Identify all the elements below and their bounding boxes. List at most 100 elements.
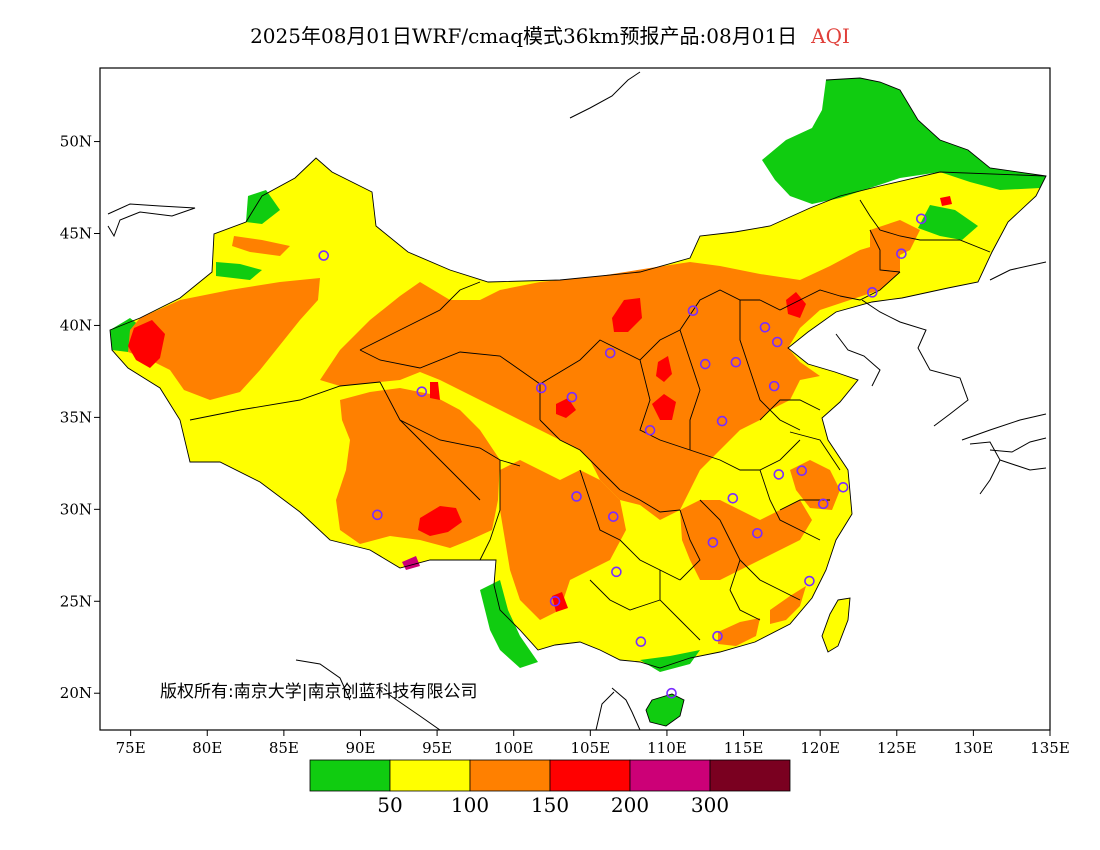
lon-tick-80E: 80E	[192, 739, 222, 757]
city-marker	[730, 356, 742, 368]
legend-swatch	[629, 759, 711, 792]
region-aqi-150-200-hebei	[786, 292, 806, 318]
region-aqi-100-150-central	[320, 244, 900, 520]
city-marker	[915, 213, 927, 225]
lat-tick-50N: 50N	[60, 133, 92, 151]
region-aqi-150-200-gansu	[556, 398, 576, 418]
city-marker	[644, 424, 656, 436]
city-marker	[817, 498, 829, 510]
legend-label-150: 150	[531, 793, 569, 817]
lon-tick-75E: 75E	[116, 739, 146, 757]
region-aqi-100-150-guangdong	[718, 618, 760, 646]
region-aqi-150-200-heilongjiang	[940, 196, 952, 206]
legend-label-200: 200	[611, 793, 649, 817]
lat-tick-25N: 25N	[60, 592, 92, 610]
region-aqi-0-50-altai	[246, 190, 280, 224]
lon-tick-130E: 130E	[954, 739, 994, 757]
city-marker	[608, 511, 619, 522]
region-aqi-50-100-taiwan	[822, 598, 850, 652]
color-legend: 50 100 150 200 300	[309, 759, 791, 817]
city-markers	[318, 213, 927, 699]
map-title: 2025年08月01日WRF/cmaq模式36km预报产品:08月01日 AQI	[0, 20, 1100, 49]
city-marker	[611, 566, 622, 578]
lat-tick-labels: 20N 25N 30N 35N 40N 45N 50N	[60, 133, 100, 702]
city-marker	[804, 575, 815, 587]
region-aqi-0-50-hainan	[646, 694, 684, 726]
city-marker	[571, 491, 582, 502]
lon-tick-110E: 110E	[647, 739, 687, 757]
city-marker	[759, 321, 771, 333]
lat-tick-45N: 45N	[60, 225, 92, 243]
lon-tick-120E: 120E	[800, 739, 840, 757]
city-marker	[699, 358, 711, 370]
city-marker	[716, 415, 728, 427]
lon-tick-85E: 85E	[269, 739, 299, 757]
legend-swatch	[389, 759, 471, 792]
city-marker	[566, 391, 578, 403]
legend-swatch	[549, 759, 631, 792]
coastlines	[107, 71, 1047, 730]
region-aqi-100-150-sichuan	[500, 460, 626, 620]
region-aqi-0-50-tianshan	[216, 262, 262, 280]
city-marker	[727, 492, 739, 504]
city-marker	[549, 595, 561, 607]
lat-tick-35N: 35N	[60, 408, 92, 426]
title-variable: AQI	[811, 24, 850, 48]
city-marker	[318, 250, 330, 261]
city-marker	[604, 347, 616, 359]
region-aqi-100-150-xinjiang	[128, 278, 320, 400]
lon-tick-labels: 75E 80E 85E 90E 95E 100E 105E 110E 115E 120E 125E 1…	[116, 730, 1070, 757]
region-aqi-0-50-heilongjiang	[918, 205, 978, 240]
lon-tick-135E: 135E	[1030, 739, 1070, 757]
lon-tick-105E: 105E	[571, 739, 611, 757]
city-marker	[752, 527, 763, 539]
region-aqi-150-200-shaanxi	[656, 356, 672, 382]
map-content	[107, 71, 1047, 730]
legend-swatch	[309, 759, 391, 792]
city-marker	[771, 336, 783, 348]
legend-swatch	[709, 759, 791, 792]
region-aqi-100-150-fujian	[770, 586, 806, 624]
city-marker	[707, 537, 719, 548]
city-marker	[372, 509, 383, 521]
map-frame	[99, 67, 1051, 731]
region-aqi-0-50-yunnan	[480, 580, 538, 668]
city-marker	[712, 630, 723, 642]
copyright-text: 版权所有:南京大学|南京创蓝科技有限公司	[160, 682, 477, 702]
city-marker	[416, 386, 428, 397]
lon-tick-125E: 125E	[877, 739, 917, 757]
region-aqi-100-150-hubei	[680, 500, 812, 580]
city-marker	[535, 382, 547, 394]
city-marker	[773, 469, 785, 480]
city-marker	[896, 248, 907, 260]
region-aqi-150-200-ningxia	[612, 298, 642, 332]
city-marker	[687, 305, 699, 317]
region-aqi-150-200-qinghai	[430, 382, 440, 400]
region-aqi-150-200-kashgar	[128, 320, 165, 368]
region-aqi-150-200-lhasa	[418, 506, 462, 536]
lat-tick-30N: 30N	[60, 500, 92, 518]
region-aqi-0-50-west	[110, 318, 140, 352]
title-text: 2025年08月01日WRF/cmaq模式36km预报产品:08月01日	[250, 24, 798, 48]
legend-label-50: 50	[377, 793, 402, 817]
legend-label-300: 300	[691, 793, 729, 817]
region-aqi-100-150-tibet	[336, 388, 500, 548]
lon-tick-90E: 90E	[345, 739, 375, 757]
lat-tick-40N: 40N	[60, 316, 92, 334]
city-marker	[666, 687, 677, 699]
lon-tick-115E: 115E	[724, 739, 764, 757]
region-aqi-150-200-shanxi	[652, 394, 676, 420]
lon-tick-95E: 95E	[422, 739, 452, 757]
region-aqi-0-50-northeast	[762, 78, 1046, 204]
lon-tick-100E: 100E	[494, 739, 534, 757]
province-boundaries	[109, 77, 1047, 727]
region-aqi-100-150-innermongolia	[232, 236, 290, 256]
legend-label-100: 100	[451, 793, 489, 817]
city-marker	[768, 380, 780, 392]
city-marker	[837, 481, 849, 493]
legend-swatch	[469, 759, 551, 792]
lat-tick-20N: 20N	[60, 684, 92, 702]
city-marker	[866, 287, 878, 298]
city-marker	[796, 465, 808, 477]
